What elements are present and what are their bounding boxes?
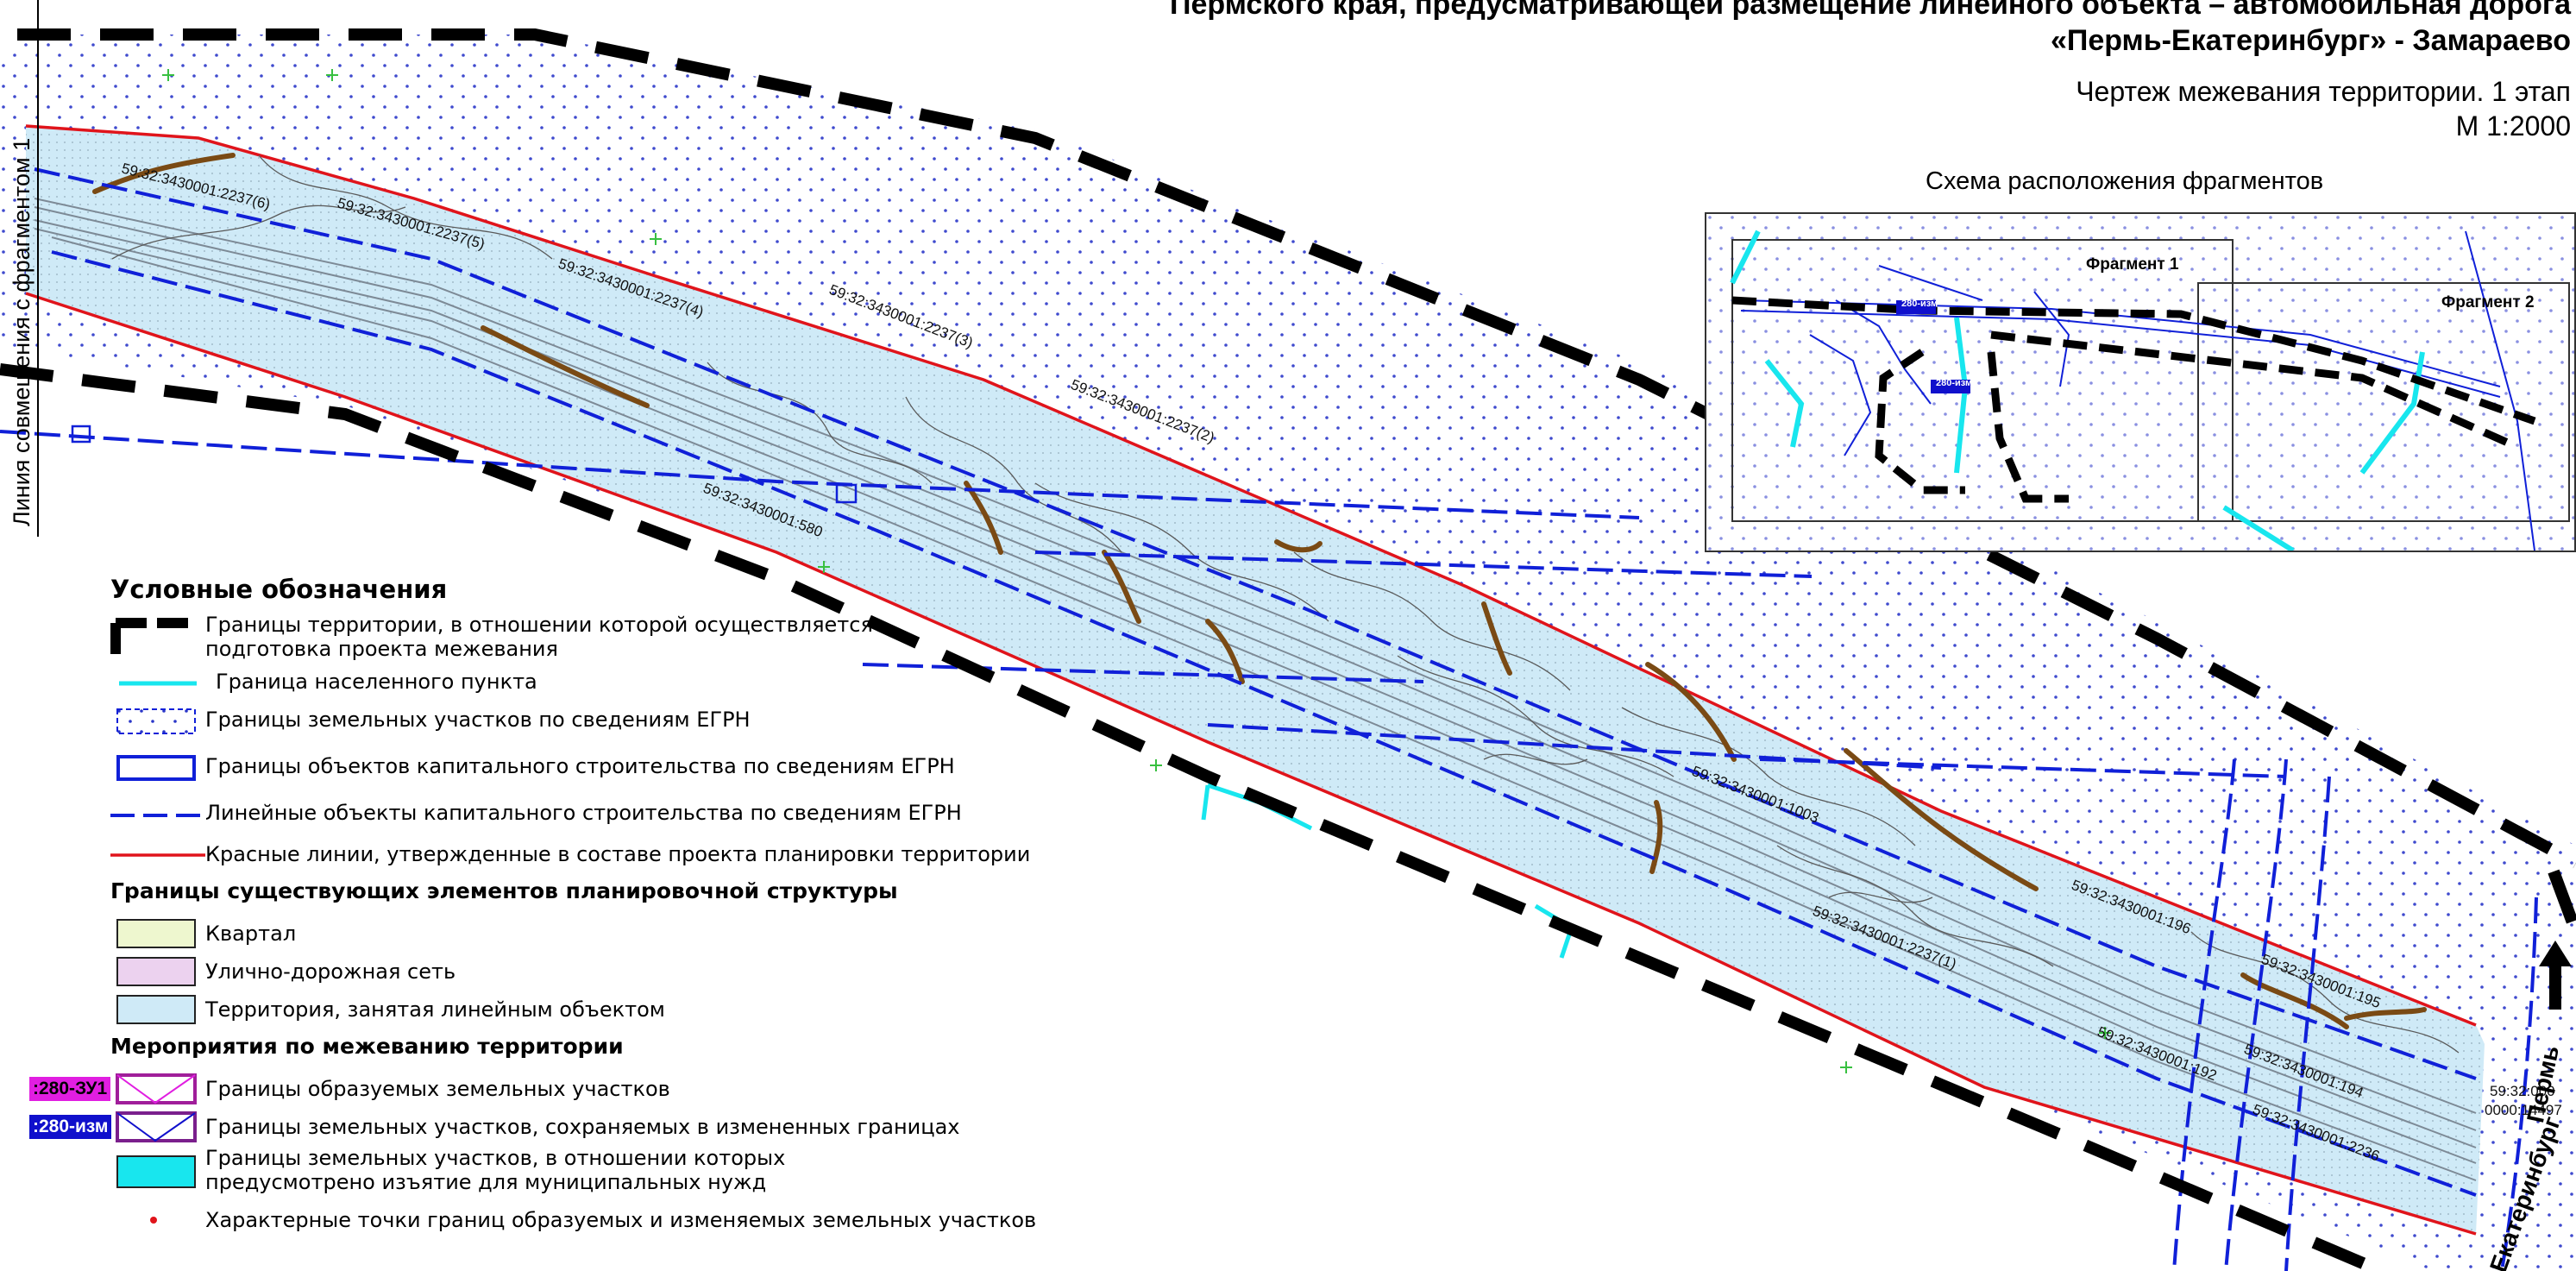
legend-symbol-egrn-parcels [116, 708, 196, 734]
legend-badge-new: :280-ЗУ1 [29, 1077, 111, 1101]
legend-symbol-block [116, 919, 196, 948]
svg-text:0000:14497: 0000:14497 [2485, 1102, 2562, 1118]
egrn-buildings [71, 425, 858, 504]
legend-symbol-red-lines [110, 853, 205, 857]
inset-tag-1: 280-изм [1901, 299, 1938, 309]
legend-new-parcels-text: Границы образуемых земельных участков [205, 1077, 670, 1101]
legend-symbol-withdrawal [116, 1155, 196, 1188]
legend-symbol-street [116, 957, 196, 986]
direction-arrow-perm [2539, 941, 2572, 1010]
legend-symbol-changed-parcels [116, 1111, 197, 1142]
legend-measures-heading: Мероприятия по межеванию территории [110, 1034, 624, 1059]
legend-egrn-objects-text: Границы объектов капитального строительс… [205, 754, 955, 778]
legend-points-text: Характерные точки границ образуемых и из… [205, 1208, 1037, 1232]
svg-text:59:32:000: 59:32:000 [2490, 1083, 2555, 1099]
ravines [92, 153, 2427, 1029]
legend-egrn-linear-text: Линейные объекты капитального строительс… [205, 801, 962, 825]
title-line-2: «Пермь-Екатеринбург» - Замараево [2050, 24, 2571, 57]
legend: Условные обозначения Границы территории,… [21, 569, 1039, 1260]
inset-title: Схема расположения фрагментов [1926, 167, 2324, 195]
match-line-label: Линия совмещения с фрагментом 1 [9, 137, 35, 526]
legend-settlement-text: Граница населенного пункта [216, 670, 537, 694]
title-line-1: Пермского края, предусматривающей размещ… [1170, 0, 2571, 21]
fragment-1-frame [1731, 239, 2234, 522]
legend-badge-changed: :280-изм [29, 1115, 112, 1139]
egrn-linear-objects [0, 167, 2538, 1271]
legend-linear-territory-text: Территория, занятая линейным объектом [205, 997, 665, 1022]
legend-egrn-parcels-text: Границы земельных участков по сведениям … [205, 708, 751, 732]
fragment-1-label: Фрагмент 1 [2086, 255, 2179, 274]
sheet-scale: М 1:2000 [2455, 110, 2571, 142]
inset-tag-2: 280-изм [1936, 378, 1973, 388]
legend-symbol-linear-territory [116, 995, 196, 1024]
red-line-lower [25, 292, 2477, 1236]
legend-street-text: Улично-дорожная сеть [205, 960, 456, 984]
legend-heading: Условные обозначения [110, 575, 448, 604]
legend-withdrawal-text-2: предусмотрено изъятие для муниципальных … [205, 1170, 767, 1194]
fragment-inset-map: 280-изм 280-изм Фрагмент 1 Фрагмент 2 [1705, 212, 2576, 552]
legend-symbol-settlement [119, 681, 197, 686]
planning-boundary [0, 28, 2576, 1271]
legend-structure-heading: Границы существующих элементов планирово… [110, 878, 898, 903]
fragment-2-label: Фрагмент 2 [2441, 293, 2535, 311]
legend-red-lines-text: Красные линии, утвержденные в составе пр… [205, 842, 1031, 866]
legend-boundary-text-1: Границы территории, в отношении которой … [205, 613, 873, 637]
legend-symbol-egrn-objects [116, 755, 196, 781]
legend-symbol-egrn-linear [110, 814, 205, 817]
terrain-contours [111, 154, 2460, 1054]
legend-symbol-new-parcels [116, 1073, 197, 1104]
inset-drawing [1706, 214, 2574, 551]
red-line-upper [25, 124, 2477, 1027]
fragment-2-frame [2197, 282, 2570, 522]
legend-boundary-text-2: подготовка проекта межевания [205, 637, 558, 661]
legend-block-text: Квартал [205, 922, 297, 946]
legend-symbol-points [150, 1217, 157, 1224]
road-carriageway [34, 198, 2477, 1181]
legend-withdrawal-text-1: Границы земельных участков, в отношении … [205, 1146, 786, 1170]
legend-symbol-boundary [110, 618, 195, 656]
sheet-name: Чертеж межевания территории. 1 этап [2076, 76, 2571, 107]
survey-markers [162, 69, 2111, 1073]
legend-changed-parcels-text: Границы земельных участков, сохраняемых … [205, 1115, 960, 1139]
